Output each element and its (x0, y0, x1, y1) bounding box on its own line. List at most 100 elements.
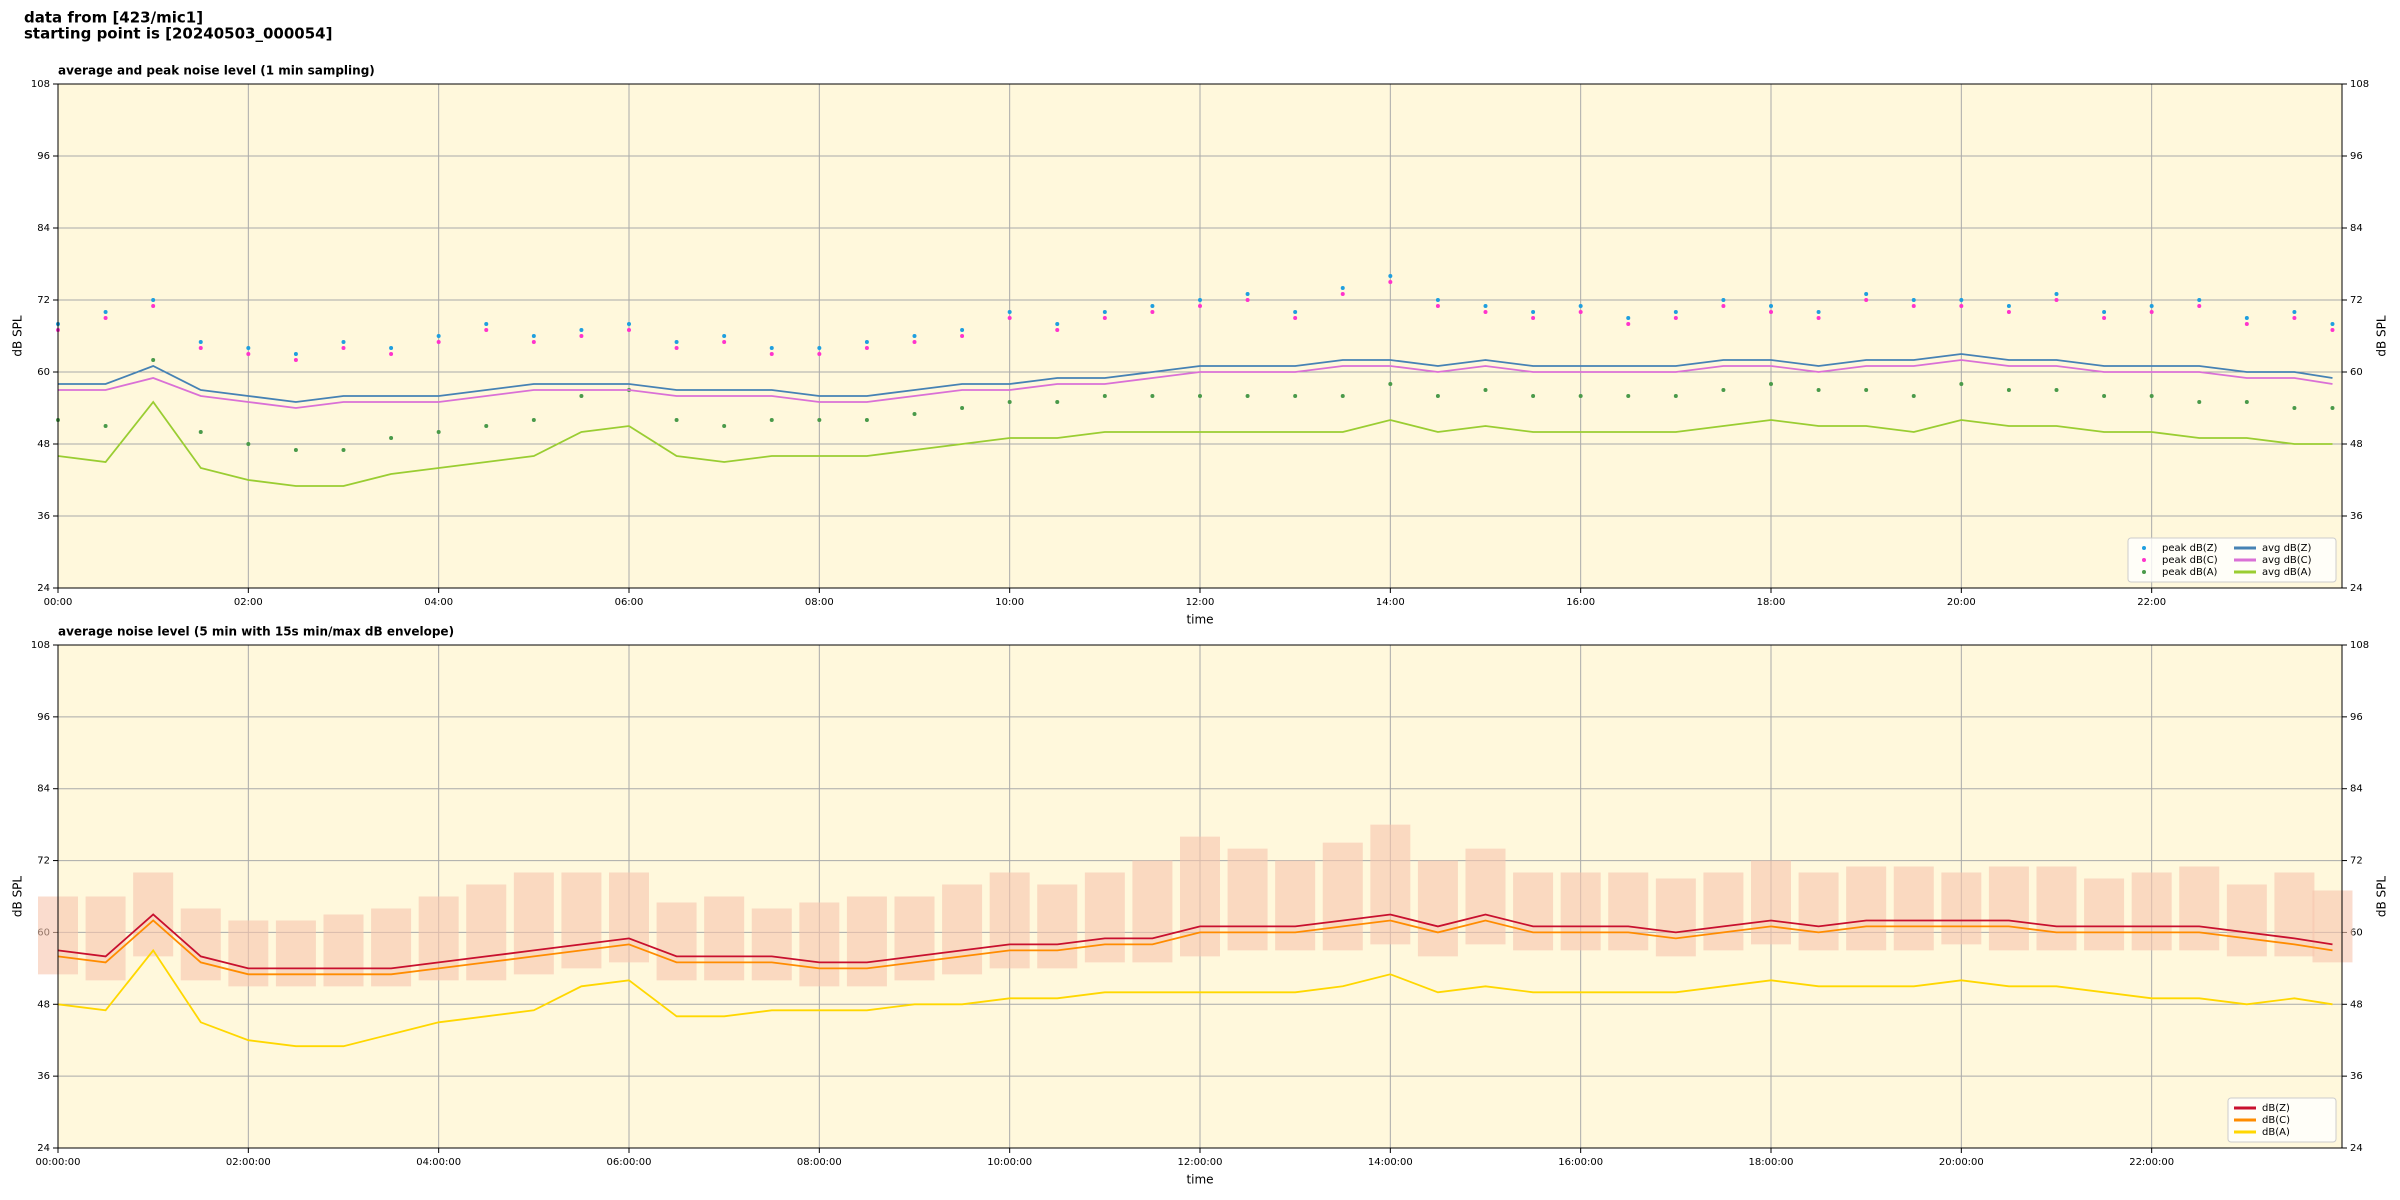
peak-point (2330, 406, 2335, 410)
peak-point (864, 346, 869, 350)
peak-point (2197, 304, 2202, 308)
y-tick-label: 84 (37, 784, 50, 795)
peak-point (1388, 274, 1393, 278)
y2-tick-label: 96 (2350, 712, 2363, 723)
peak-point (817, 418, 822, 422)
peak-point (1150, 394, 1155, 398)
y2-tick-label: 84 (2350, 784, 2363, 795)
peak-point (1531, 394, 1536, 398)
peak-point (2054, 292, 2059, 296)
legend-label: peak dB(A) (2162, 567, 2218, 578)
plot-frame (57, 644, 2343, 1149)
peak-point (1531, 310, 1536, 314)
x-tick-label: 08:00:00 (797, 1157, 842, 1168)
legend-marker (2142, 558, 2146, 562)
peak-point (246, 346, 251, 350)
y2-tick-label: 108 (2350, 79, 2369, 90)
peak-point (198, 346, 203, 350)
peak-point (484, 322, 489, 326)
peak-point (817, 352, 822, 356)
peak-point (769, 418, 774, 422)
x-tick-label: 14:00:00 (1368, 1157, 1413, 1168)
peak-point (2102, 316, 2107, 320)
peak-point (674, 418, 679, 422)
peak-point (1673, 310, 1678, 314)
x-tick-label: 14:00 (1376, 597, 1405, 608)
y-tick-label: 36 (37, 1071, 50, 1082)
peak-point (2197, 400, 2202, 404)
peak-point (960, 328, 965, 332)
peak-point (484, 424, 489, 428)
peak-point (1721, 298, 1726, 302)
peak-point (1911, 298, 1916, 302)
peak-point (1007, 316, 1012, 320)
peak-point (1531, 316, 1536, 320)
peak-point (1483, 388, 1488, 392)
peak-point (1293, 310, 1298, 314)
peak-point (579, 334, 584, 338)
peak-point (1816, 310, 1821, 314)
peak-point (103, 316, 108, 320)
peak-point (1483, 310, 1488, 314)
y-tick-label: 60 (37, 367, 50, 378)
y-tick-label: 84 (37, 223, 50, 234)
peak-point (912, 340, 917, 344)
peak-point (1626, 394, 1631, 398)
peak-point (1055, 328, 1060, 332)
peak-point (1721, 388, 1726, 392)
y-tick-label: 108 (31, 79, 50, 90)
peak-point (960, 406, 965, 410)
peak-point (1388, 382, 1393, 386)
peak-point (1626, 316, 1631, 320)
y2-tick-label: 24 (2350, 583, 2363, 594)
peak-point (722, 334, 727, 338)
peak-point (1911, 304, 1916, 308)
peak-point (1340, 394, 1345, 398)
y-tick-label: 48 (37, 999, 50, 1010)
legend-label: dB(C) (2262, 1115, 2290, 1126)
peak-point (293, 448, 298, 452)
peak-point (1198, 298, 1202, 302)
peak-point (1769, 310, 1773, 314)
peak-point (293, 352, 298, 356)
legend-marker (2142, 570, 2146, 574)
legend-label: avg dB(C) (2262, 555, 2312, 566)
peak-point (1150, 304, 1155, 308)
peak-point (1959, 298, 1964, 302)
peak-point (1055, 400, 1060, 404)
x-tick-label: 00:00 (44, 597, 73, 608)
peak-point (627, 328, 631, 332)
x-axis-label: time (1186, 613, 1213, 627)
peak-point (627, 322, 631, 326)
peak-point (2292, 316, 2297, 320)
peak-point (1911, 394, 1916, 398)
peak-point (2292, 406, 2297, 410)
peak-point (2054, 298, 2059, 302)
x-tick-label: 18:00 (1757, 597, 1786, 608)
peak-point (151, 358, 156, 362)
peak-point (864, 418, 869, 422)
peak-point (1769, 382, 1773, 386)
series-line (57, 948, 2333, 1048)
y2-tick-label: 60 (2350, 927, 2363, 938)
peak-point (1816, 316, 1821, 320)
x-tick-label: 12:00 (1186, 597, 1215, 608)
header-line: starting point is [20240503_000054] (24, 25, 332, 43)
peak-point (246, 442, 251, 446)
peak-point (960, 334, 965, 338)
plot-frame (57, 83, 2343, 589)
y-tick-label: 108 (31, 640, 50, 651)
peak-point (722, 340, 727, 344)
peak-point (436, 340, 441, 344)
peak-point (1959, 304, 1964, 308)
legend-label: dB(Z) (2262, 1103, 2290, 1114)
peak-point (1435, 298, 1440, 302)
peak-point (1673, 394, 1678, 398)
series-line (58, 359, 2333, 409)
peak-point (531, 340, 536, 344)
peak-point (2006, 304, 2011, 308)
peak-point (864, 340, 869, 344)
peak-point (1864, 298, 1869, 302)
peak-point (817, 346, 822, 350)
peak-point (1578, 310, 1583, 314)
